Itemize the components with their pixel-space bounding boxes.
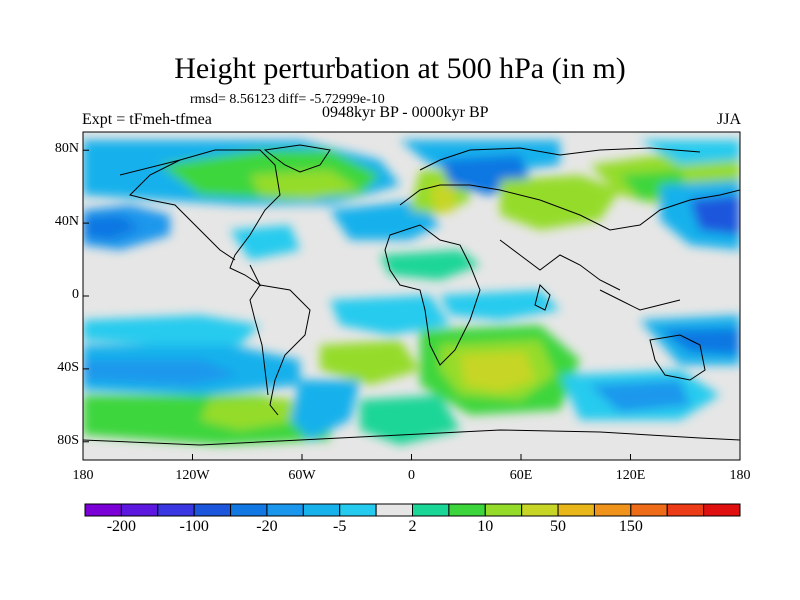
colorbar-label: 50	[550, 518, 567, 535]
longitude-tick-label: 60E	[509, 468, 533, 483]
colorbar-swatch	[448, 503, 486, 517]
latitude-tick-label: 40N	[54, 214, 79, 230]
colorbar-label: -20	[256, 518, 278, 535]
period-label: 0948kyr BP - 0000kyr BP	[322, 104, 489, 121]
colorbar-swatch	[630, 503, 668, 517]
latitude-tick-label: 0	[72, 287, 79, 302]
latitude-tick-label: 40S	[57, 359, 79, 375]
longitude-tick-label: 180	[72, 468, 94, 483]
colorbar-label: -100	[179, 518, 209, 535]
colorbar-label: 150	[618, 518, 643, 535]
colorbar-swatch	[193, 503, 232, 517]
colorbar-swatch	[412, 503, 450, 517]
colorbar-swatch	[375, 503, 414, 517]
colorbar-swatch	[521, 503, 559, 517]
colorbar-label: -200	[106, 518, 137, 535]
colorbar-swatch	[557, 503, 595, 517]
colorbar-swatch	[339, 503, 377, 517]
axis-ticks	[82, 149, 741, 460]
latitude-tick-label: 80N	[54, 141, 79, 157]
colorbar-swatch	[84, 503, 122, 517]
latitude-tick-label: 80S	[57, 432, 79, 448]
experiment-label: Expt = tFmeh-tfmea	[82, 111, 212, 128]
colorbar-swatch	[230, 503, 268, 517]
longitude-tick-label: 120E	[615, 468, 646, 483]
statistics-text: rmsd= 8.56123 diff= -5.72999e-10	[190, 92, 385, 107]
colorbar-label: -5	[333, 518, 347, 535]
colorbar-swatch	[120, 503, 159, 517]
colorbar-swatch	[703, 503, 741, 517]
longitude-tick-label: 180	[729, 468, 751, 483]
colorbar-swatch	[302, 503, 341, 517]
longitude-tick-label: 60W	[288, 468, 316, 483]
longitude-tick-label: 0	[408, 468, 415, 483]
colorbar-swatch	[666, 503, 705, 517]
colorbar-swatch	[157, 503, 195, 517]
map-title: Height perturbation at 500 hPa (in m)	[174, 52, 626, 85]
colorbar-label: 2	[408, 518, 417, 535]
colorbar-swatch	[593, 503, 632, 517]
contour-field	[83, 132, 740, 460]
colorbar-label: 10	[477, 518, 494, 535]
colorbar-swatch	[266, 503, 304, 517]
longitude-tick-label: 120W	[175, 468, 210, 483]
colorbar-swatch	[484, 503, 523, 517]
season-label: JJA	[717, 111, 742, 128]
coastlines	[83, 144, 740, 446]
